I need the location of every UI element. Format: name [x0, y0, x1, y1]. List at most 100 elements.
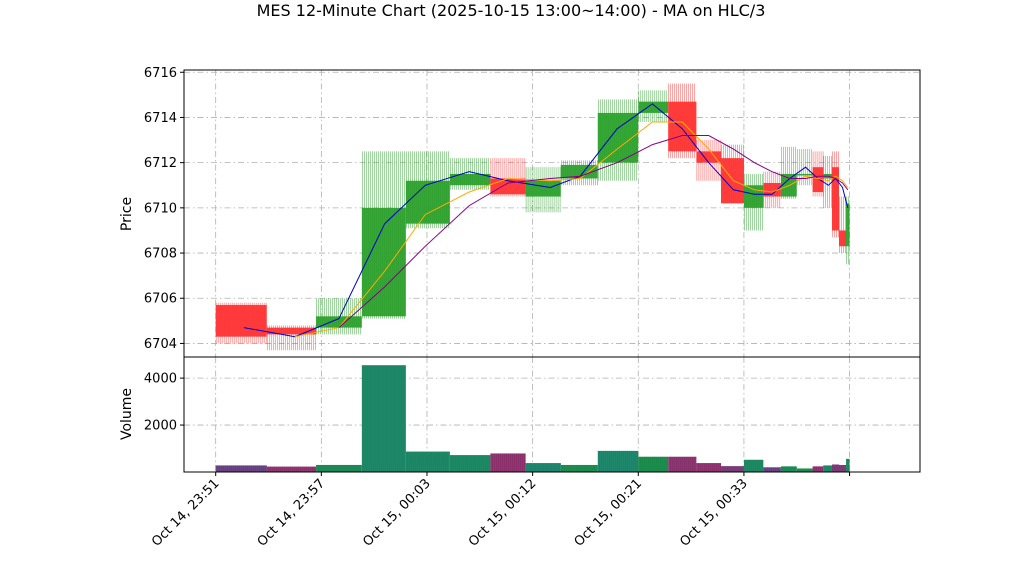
candle — [780, 146, 797, 199]
candle — [266, 325, 317, 351]
candle — [361, 151, 406, 319]
x-tick-label: Oct 15, 00:21 — [572, 476, 645, 549]
price-tick-label: 6716 — [144, 66, 177, 81]
candle-body — [525, 180, 561, 197]
x-tick-label: Oct 15, 00:12 — [466, 476, 539, 549]
volume-bars — [215, 365, 850, 472]
volume-bar — [743, 459, 764, 472]
volume-bar-fill — [405, 451, 450, 472]
volume-bar — [846, 458, 850, 472]
volume-panel-frame — [183, 356, 921, 473]
volume-bar — [490, 453, 526, 472]
volume-bar — [823, 465, 832, 472]
x-tick-label: Oct 15, 00:33 — [677, 476, 750, 549]
candle-body — [796, 173, 813, 176]
candle — [215, 302, 267, 344]
candle-body — [763, 182, 781, 197]
candle-body — [405, 180, 450, 224]
volume-bar-fill — [668, 456, 697, 472]
moving-average-line — [338, 135, 849, 328]
candle-body — [812, 167, 824, 193]
candle — [839, 196, 847, 254]
volume-bar-fill — [696, 463, 722, 472]
volume-bar — [796, 468, 813, 472]
volume-bar — [638, 456, 669, 472]
volume-bar — [668, 456, 697, 472]
volume-tick-label: 2000 — [144, 419, 177, 434]
candle — [831, 151, 840, 238]
volume-bar — [831, 464, 840, 472]
price-tick-label: 6714 — [144, 111, 177, 126]
candle-body — [266, 327, 317, 335]
price-panel-frame — [183, 69, 921, 358]
x-axis-ticks: Oct 14, 23:51 Oct 14, 23:57 Oct 15, 00:03 O… — [149, 472, 851, 550]
price-gridlines — [184, 70, 920, 357]
moving-average-lines — [243, 103, 849, 338]
volume-bar-fill — [490, 453, 526, 472]
volume-bar — [316, 464, 362, 472]
volume-bar-fill — [831, 464, 840, 472]
volume-bar-fill — [780, 466, 797, 472]
price-tick-label: 6704 — [144, 337, 177, 352]
candle-body — [668, 101, 697, 152]
volume-bar — [560, 464, 598, 472]
moving-average-line — [243, 103, 849, 338]
candle — [796, 149, 813, 186]
chart-title: MES 12-Minute Chart (2025-10-15 13:00~14… — [257, 1, 766, 20]
candle — [812, 151, 824, 197]
candle — [525, 167, 561, 213]
volume-bar — [812, 466, 824, 472]
volume-bar-fill — [812, 466, 824, 472]
volume-bar — [839, 464, 847, 472]
volume-bar — [597, 450, 639, 472]
volume-bar — [780, 466, 797, 472]
candle — [721, 144, 744, 204]
candle-body — [743, 185, 764, 208]
price-tick-label: 6712 — [144, 156, 177, 171]
candle-body — [846, 203, 850, 247]
price-tick-label: 6706 — [144, 292, 177, 307]
price-candles — [215, 83, 850, 351]
volume-bar — [449, 455, 491, 472]
volume-bar — [361, 365, 406, 472]
candle-body — [696, 151, 722, 163]
volume-bar-fill — [215, 465, 267, 472]
volume-bar — [721, 466, 744, 472]
candle-body — [215, 305, 267, 337]
volume-bar — [696, 463, 722, 472]
volume-bar — [405, 451, 450, 472]
price-y-ticks: 6704 6706 6708 6710 6712 6714 6716 — [144, 66, 184, 352]
volume-bar-fill — [721, 466, 744, 472]
candle — [560, 160, 598, 186]
volume-bar — [763, 467, 781, 472]
volume-y-ticks: 2000 4000 — [144, 372, 184, 434]
candle-body — [361, 207, 406, 317]
volume-bar-fill — [560, 464, 598, 472]
x-tick-label: Oct 14, 23:51 — [149, 476, 222, 549]
volume-bar-fill — [449, 455, 491, 472]
volume-bar-fill — [525, 463, 561, 472]
volume-bar-fill — [823, 465, 832, 472]
volume-bar-fill — [361, 365, 406, 472]
candle-body — [831, 167, 840, 231]
candle-body — [839, 230, 847, 247]
volume-tick-label: 4000 — [144, 372, 177, 387]
candle-body — [721, 158, 744, 204]
candle-body — [638, 101, 669, 113]
volume-bar — [525, 463, 561, 472]
volume-axis-label: Volume — [119, 388, 135, 440]
volume-bar-fill — [846, 458, 850, 472]
volume-bar-fill — [597, 450, 639, 472]
candle — [316, 298, 362, 335]
volume-bar-fill — [839, 464, 847, 472]
candle — [763, 171, 781, 208]
candle — [823, 155, 832, 208]
price-axis-label: Price — [119, 197, 135, 231]
x-tick-label: Oct 15, 00:03 — [360, 476, 433, 549]
candle — [668, 83, 697, 159]
candle-body — [316, 316, 362, 328]
volume-bar — [215, 465, 267, 472]
x-tick-label: Oct 14, 23:57 — [255, 476, 328, 549]
candle — [743, 173, 764, 231]
